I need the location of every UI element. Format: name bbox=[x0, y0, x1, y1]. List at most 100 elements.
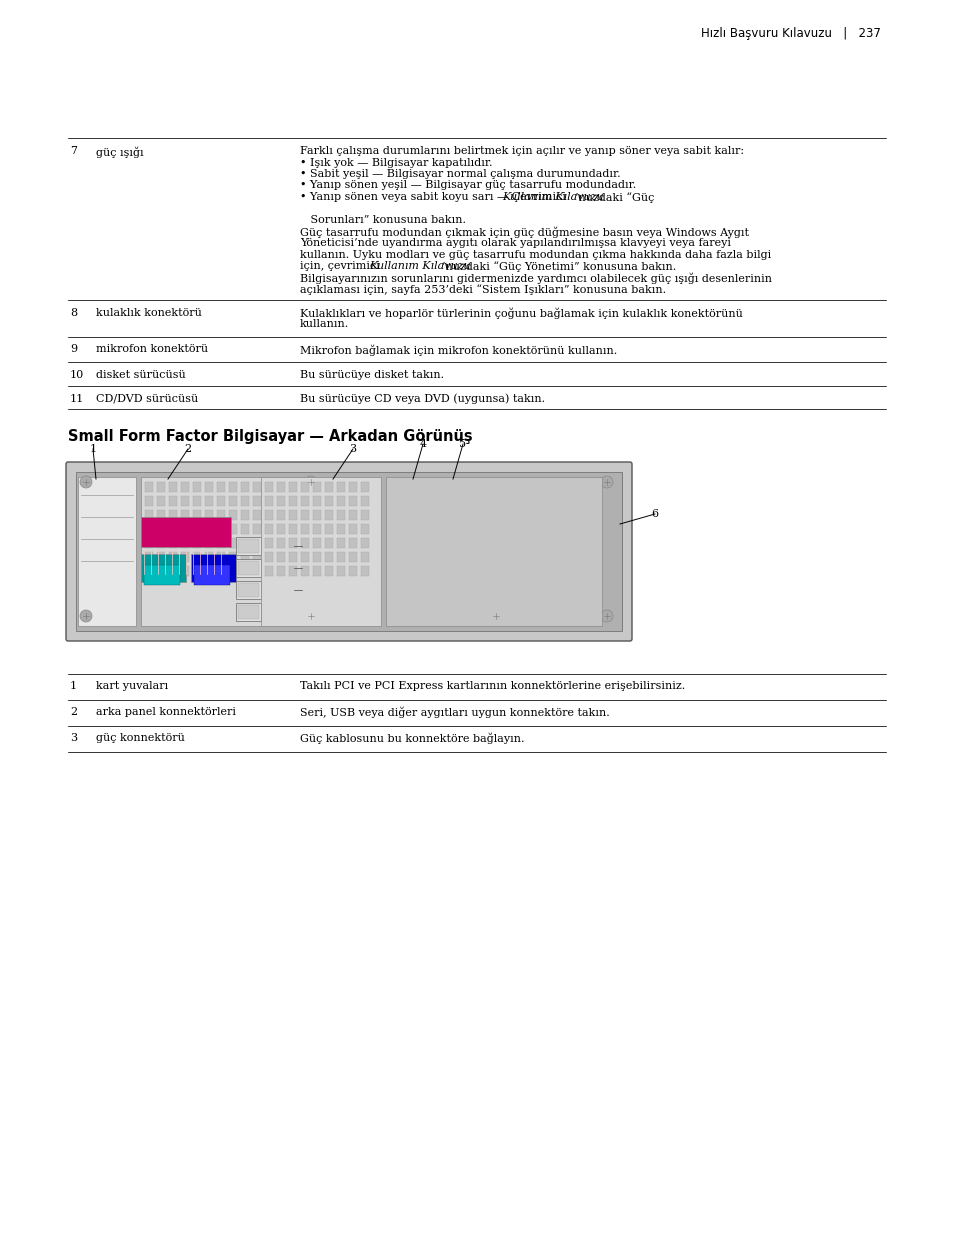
Text: Seri, USB veya diğer aygıtları uygun konnektöre takın.: Seri, USB veya diğer aygıtları uygun kon… bbox=[299, 706, 609, 719]
Bar bbox=[216, 496, 225, 506]
Bar bbox=[237, 605, 258, 619]
Bar bbox=[145, 524, 152, 534]
Bar bbox=[301, 524, 309, 534]
Circle shape bbox=[600, 610, 613, 622]
Text: 3: 3 bbox=[70, 734, 77, 743]
Bar bbox=[360, 524, 369, 534]
Bar bbox=[205, 496, 213, 506]
Bar bbox=[169, 510, 177, 520]
Bar bbox=[141, 477, 306, 626]
Bar bbox=[289, 482, 296, 492]
Bar bbox=[349, 552, 356, 562]
Bar bbox=[360, 566, 369, 576]
Bar bbox=[265, 566, 273, 576]
Bar bbox=[141, 555, 186, 582]
Bar bbox=[205, 552, 213, 562]
Bar bbox=[235, 580, 261, 599]
Bar bbox=[216, 482, 225, 492]
Bar bbox=[391, 508, 426, 562]
Bar bbox=[253, 566, 261, 576]
Bar bbox=[229, 538, 236, 548]
Bar bbox=[229, 566, 236, 576]
Text: • Yanıp sönen veya sabit koyu sarı — Çevrimici: • Yanıp sönen veya sabit koyu sarı — Çev… bbox=[299, 191, 569, 203]
Bar bbox=[181, 510, 189, 520]
Text: kullanın. Uyku modları ve güç tasarrufu modundan çıkma hakkında daha fazla bilgi: kullanın. Uyku modları ve güç tasarrufu … bbox=[299, 249, 770, 259]
Bar bbox=[276, 524, 285, 534]
Bar bbox=[411, 508, 420, 522]
Bar bbox=[336, 566, 345, 576]
Circle shape bbox=[305, 475, 316, 488]
Bar bbox=[313, 524, 320, 534]
Bar bbox=[289, 510, 296, 520]
Bar bbox=[336, 538, 345, 548]
Bar bbox=[253, 510, 261, 520]
Bar bbox=[216, 552, 225, 562]
Text: 2: 2 bbox=[184, 445, 192, 454]
Bar bbox=[157, 496, 165, 506]
Bar bbox=[253, 496, 261, 506]
Text: güç ışığı: güç ışığı bbox=[96, 146, 144, 158]
Bar bbox=[241, 510, 249, 520]
Bar bbox=[313, 566, 320, 576]
Bar bbox=[349, 566, 356, 576]
Bar bbox=[289, 538, 296, 548]
Bar bbox=[241, 482, 249, 492]
Text: 1: 1 bbox=[70, 680, 77, 692]
Bar bbox=[301, 482, 309, 492]
Bar bbox=[181, 566, 189, 576]
Bar bbox=[265, 496, 273, 506]
Bar bbox=[145, 566, 152, 576]
Bar bbox=[301, 538, 309, 548]
Text: Bu sürücüye CD veya DVD (uygunsa) takın.: Bu sürücüye CD veya DVD (uygunsa) takın. bbox=[299, 394, 544, 404]
Bar bbox=[336, 482, 345, 492]
Bar bbox=[76, 472, 621, 631]
Text: 1: 1 bbox=[90, 445, 96, 454]
Bar bbox=[360, 552, 369, 562]
Bar bbox=[313, 552, 320, 562]
Bar bbox=[301, 496, 309, 506]
Bar bbox=[325, 496, 333, 506]
Circle shape bbox=[80, 475, 91, 488]
Bar bbox=[276, 482, 285, 492]
Bar bbox=[157, 524, 165, 534]
Bar bbox=[265, 566, 273, 576]
Text: güç konnektörü: güç konnektörü bbox=[96, 734, 185, 743]
Bar bbox=[276, 496, 285, 506]
Bar bbox=[205, 538, 213, 548]
Bar bbox=[241, 552, 249, 562]
Bar bbox=[265, 510, 273, 520]
Bar bbox=[157, 552, 165, 562]
Bar bbox=[261, 477, 380, 626]
Bar bbox=[349, 510, 356, 520]
Bar bbox=[169, 482, 177, 492]
Bar bbox=[181, 552, 189, 562]
Bar bbox=[313, 538, 320, 548]
Bar bbox=[144, 564, 180, 585]
Bar bbox=[276, 510, 285, 520]
Bar bbox=[265, 538, 273, 548]
Bar bbox=[253, 482, 261, 492]
Bar bbox=[325, 510, 333, 520]
Bar bbox=[265, 552, 273, 562]
Bar bbox=[193, 552, 201, 562]
Bar bbox=[289, 524, 296, 534]
Text: 5: 5 bbox=[459, 438, 466, 450]
Bar bbox=[336, 510, 345, 520]
Bar bbox=[276, 524, 285, 534]
Bar bbox=[169, 552, 177, 562]
Bar bbox=[265, 552, 273, 562]
Bar bbox=[241, 524, 249, 534]
Bar bbox=[395, 508, 406, 522]
Bar bbox=[265, 524, 273, 534]
Bar bbox=[205, 482, 213, 492]
Bar bbox=[205, 510, 213, 520]
FancyBboxPatch shape bbox=[66, 462, 631, 641]
Bar bbox=[301, 566, 309, 576]
Bar bbox=[193, 566, 201, 576]
Bar bbox=[265, 482, 273, 492]
Text: Bilgisayarınızın sorunlarını gidermenizde yardımcı olabilecek güç ışığı desenler: Bilgisayarınızın sorunlarını gidermenizd… bbox=[299, 273, 771, 284]
Bar bbox=[265, 482, 273, 492]
Bar bbox=[276, 510, 285, 520]
Bar bbox=[193, 482, 201, 492]
Text: Hızlı Başvuru Kılavuzu   |   237: Hızlı Başvuru Kılavuzu | 237 bbox=[700, 27, 880, 40]
